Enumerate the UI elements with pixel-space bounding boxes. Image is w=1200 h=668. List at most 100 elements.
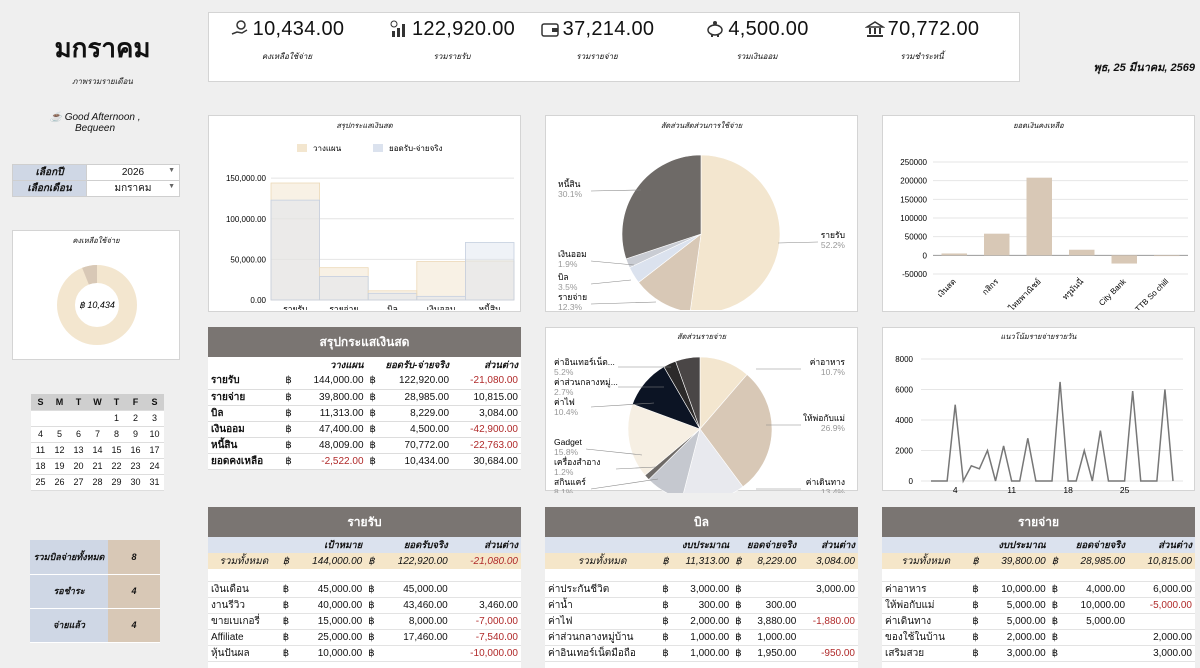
currency-symbol: ฿ [1051,631,1059,643]
kpi-label: รวมรายรับ [433,52,471,61]
calendar-day[interactable]: 25 [31,474,50,491]
column-header: ส่วนต่าง [1128,537,1195,553]
cell-value: -1,880.00 [812,615,855,627]
leader-line [590,279,632,285]
month-select[interactable]: มกราคม ▼ [86,180,180,197]
calendar-day[interactable]: 24 [145,458,164,475]
pie-percent: 26.9% [821,423,846,433]
row-label: ค่าอินเทอร์เน็ตมือถือ [548,647,636,659]
calendar-day[interactable]: 6 [69,426,88,443]
kpi-1: 122,920.00 รวมรายรับ [382,12,522,70]
calendar-day[interactable]: 13 [69,442,88,459]
table-row: บิล ฿ 11,313.00 ฿ 8,229.00 3,084.00 [208,405,521,421]
plan-bar [270,182,320,301]
cell-value: 3,880.00 [757,615,797,627]
calendar-day [50,410,69,427]
donut-segment [82,264,98,285]
cell-value: 45,000.00 [403,583,448,595]
kpi-3: 4,500.00 รวมเงินออม [692,12,822,70]
year-select[interactable]: 2026 ▼ [86,164,180,181]
table-row: ค่าประกันชีวิต ฿ 3,000.00 ฿ 3,000.00 [545,581,858,597]
calendar-day[interactable]: 26 [50,474,69,491]
y-tick-label: 2000 [895,447,913,456]
expenses-card: รายจ่าย งบประมาณ ยอดจ่ายจริง ส่วนต่าง รวมทั… [882,507,1195,668]
pie-label: ค่าอินเทอร์เน็ต... [554,356,615,367]
daily-chart-title: แนวโน้มรายจ่ายรายวัน [1000,332,1077,341]
currency-symbol: ฿ [285,439,292,451]
row-label: รายจ่าย [211,391,246,403]
bill-stat-value: 4 [108,574,160,609]
cell-value: 122,920.00 [377,553,451,569]
donut-title: คงเหลือใช้จ่าย [72,236,120,245]
table-row: ค่าส่วนกลางหมู่บ้าน ฿ 1,000.00 ฿ 1,000.00 [545,629,858,645]
cell-value: -2,522.00 [321,455,364,467]
currency-symbol: ฿ [735,647,742,659]
pie-percent: 5.2% [554,367,574,377]
calendar-day[interactable]: 9 [126,426,145,443]
pie-percent: 10.7% [821,367,846,377]
calendar-day[interactable]: 11 [31,442,50,459]
calendar-day[interactable]: 1 [107,410,126,427]
currency-symbol: ฿ [1051,615,1059,627]
calendar-day[interactable]: 16 [126,442,145,459]
calendar-day[interactable]: 31 [145,474,164,491]
calendar-day[interactable]: 2 [126,410,145,427]
cell-value: 8,229.00 [744,553,800,569]
table-header: งบประมาณ ยอดจ่ายจริง ส่วนต่าง [882,537,1195,553]
calendar-day[interactable]: 12 [50,442,69,459]
month-title-block: มกราคม ภาพรวมรายเดือน [20,28,185,88]
calendar-day[interactable]: 22 [107,458,126,475]
kpi-value: 4,500.00 [728,17,809,40]
kpi-label: คงเหลือใช้จ่าย [261,52,313,61]
calendar-day[interactable]: 17 [145,442,164,459]
calendar-day[interactable]: 20 [69,458,88,475]
pie-slice [627,403,701,476]
x-tick-label: เงินสด [936,277,958,299]
calendar-day[interactable]: 30 [126,474,145,491]
calendar-day[interactable]: 21 [88,458,107,475]
daily-line-chart: 8000 6000 4000 2000 0 4 11 18 25 [895,355,1183,495]
column-header [208,357,283,373]
cell-value: 10,815.00 [473,391,519,403]
y-tick-label: 8000 [895,355,913,364]
cell-value: 30,684.00 [473,455,519,467]
cell-value: -7,540.00 [475,631,518,643]
calendar-day[interactable]: 8 [107,426,126,443]
hand-money-icon [231,20,248,35]
currency-symbol: ฿ [285,375,292,387]
calendar-day[interactable]: 23 [126,458,145,475]
calendar-day[interactable]: 18 [31,458,50,475]
calendar-day[interactable]: 27 [69,474,88,491]
period-selectors: เลือกปี 2026 ▼ เลือกเดือน มกราคม ▼ [12,164,180,197]
table-header: เป้าหมาย ยอดรับจริง ส่วนต่าง [208,537,521,553]
bank-icon [864,21,885,37]
y-tick-label: 250000 [900,158,927,167]
calendar-day[interactable]: 14 [88,442,107,459]
calendar-day[interactable]: 5 [50,426,69,443]
calendar-day[interactable]: 3 [145,410,164,427]
bill-stat-value: 4 [108,608,160,643]
pie-slice [689,154,781,314]
calendar-day[interactable]: 15 [107,442,126,459]
pie-label: หนี้สิน [558,178,581,189]
summary-card: สรุปกระแสเงินสด วางแผน ยอดรับ-จ่ายจริง ส่ว… [208,327,521,470]
cell-value: 1,000.00 [757,631,797,643]
calendar-day[interactable]: 29 [107,474,126,491]
wallet-icon [540,23,559,37]
table-row: ค่าอาหาร ฿ 10,000.00 ฿ 4,000.00 6,000.00 [882,581,1195,597]
column-header [882,537,970,553]
kpi-value: 122,920.00 [411,17,516,40]
calendar-day[interactable]: 28 [88,474,107,491]
cell-value: -42,900.00 [470,423,518,435]
calendar-day[interactable]: 4 [31,426,50,443]
remaining-donut: ฿ 10,434 [57,264,137,345]
calendar-day[interactable]: 19 [50,458,69,475]
expenses-table: งบประมาณ ยอดจ่ายจริง ส่วนต่าง รวมทั้งหมด฿ 39… [882,537,1195,662]
currency-symbol: ฿ [972,599,979,611]
cell-value: -950.00 [821,647,855,659]
currency-symbol: ฿ [369,423,376,435]
cashflow-chart: วางแผน ยอดรับ-จ่ายจริง 150,000.00 100,000.0… [226,144,515,314]
table-row: ให้พ่อกับแม่ ฿ 5,000.00 ฿ 10,000.00 -5,000.00 [882,597,1195,613]
calendar-day[interactable]: 10 [145,426,164,443]
calendar-day[interactable]: 7 [88,426,107,443]
